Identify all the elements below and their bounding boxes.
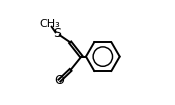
Text: S: S [53,27,61,40]
Text: CH₃: CH₃ [39,19,60,29]
Text: O: O [54,74,64,87]
